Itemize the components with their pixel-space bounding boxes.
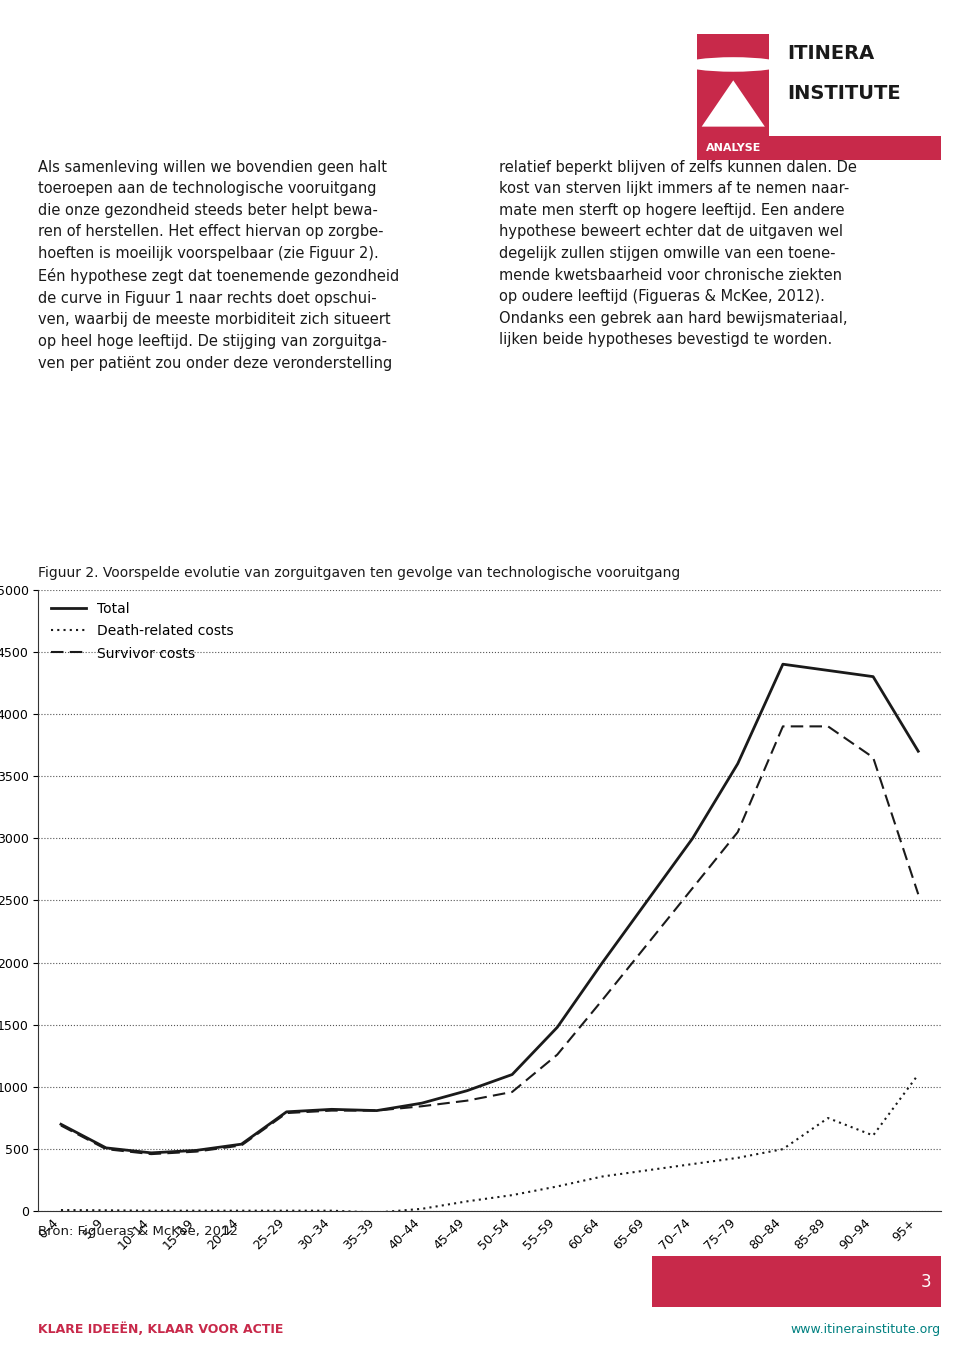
Text: ITINERA: ITINERA [787,44,875,63]
Bar [697,136,941,159]
Polygon shape [702,81,765,126]
Text: Figuur 2. Voorspelde evolutie van zorguitgaven ten gevolge van technologische vo: Figuur 2. Voorspelde evolutie van zorgui… [38,566,681,580]
Text: Als samenleving willen we bovendien geen halt
toeroepen aan de technologische vo: Als samenleving willen we bovendien geen… [38,159,399,370]
Text: www.itinerainstitute.org: www.itinerainstitute.org [791,1323,941,1337]
Bar [697,34,769,147]
Bar [652,1256,941,1307]
Text: 3: 3 [922,1272,932,1290]
Text: relatief beperkt blijven of zelfs kunnen dalen. De
kost van sterven lijkt immers: relatief beperkt blijven of zelfs kunnen… [498,159,856,347]
Circle shape [684,58,783,71]
Text: INSTITUTE: INSTITUTE [787,84,901,103]
Legend: Total, Death-related costs, Survivor costs: Total, Death-related costs, Survivor cos… [45,596,239,666]
Text: KLARE IDEEËN, KLAAR VOOR ACTIE: KLARE IDEEËN, KLAAR VOOR ACTIE [38,1323,284,1337]
Text: Bron: Figueras & McKee, 2012: Bron: Figueras & McKee, 2012 [38,1224,238,1238]
Text: ANALYSE: ANALYSE [707,143,761,152]
